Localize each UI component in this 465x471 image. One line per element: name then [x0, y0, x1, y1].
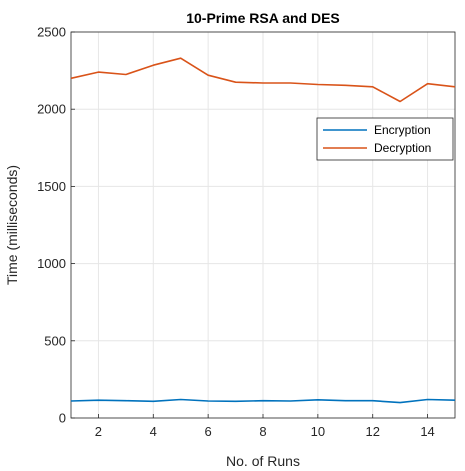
- x-tick-label: 12: [365, 424, 379, 439]
- legend-box: [316, 117, 454, 161]
- ticks-layer: 2 4 6 8 10 12 14 0 500 1000 1500 2000 2500: [37, 25, 435, 440]
- x-tick-label: 6: [205, 424, 212, 439]
- legend-entry: Decryption: [374, 141, 431, 155]
- series-line-decryption: [70, 57, 456, 103]
- x-axis-label: No. of Runs: [226, 453, 300, 469]
- x-tick-label: 14: [420, 424, 434, 439]
- y-tick-label: 2000: [37, 102, 66, 117]
- y-axis-label: Time (milliseconds): [4, 165, 20, 285]
- x-tick-label: 10: [311, 424, 325, 439]
- x-tick-label: 8: [259, 424, 266, 439]
- legend-entry: Encryption: [374, 123, 431, 137]
- chart-title: 10-Prime RSA and DES: [186, 10, 340, 26]
- x-tick-label: 4: [150, 424, 157, 439]
- y-tick-label: 2500: [37, 25, 66, 40]
- y-tick-label: 0: [59, 411, 66, 426]
- y-tick-label: 500: [44, 333, 66, 348]
- x-tick-label: 2: [95, 424, 102, 439]
- series-layer: [70, 57, 456, 404]
- series-line-encryption: [70, 398, 456, 404]
- y-tick-label: 1000: [37, 256, 66, 271]
- y-tick-label: 1500: [37, 179, 66, 194]
- legend: Encryption Decryption: [316, 117, 454, 161]
